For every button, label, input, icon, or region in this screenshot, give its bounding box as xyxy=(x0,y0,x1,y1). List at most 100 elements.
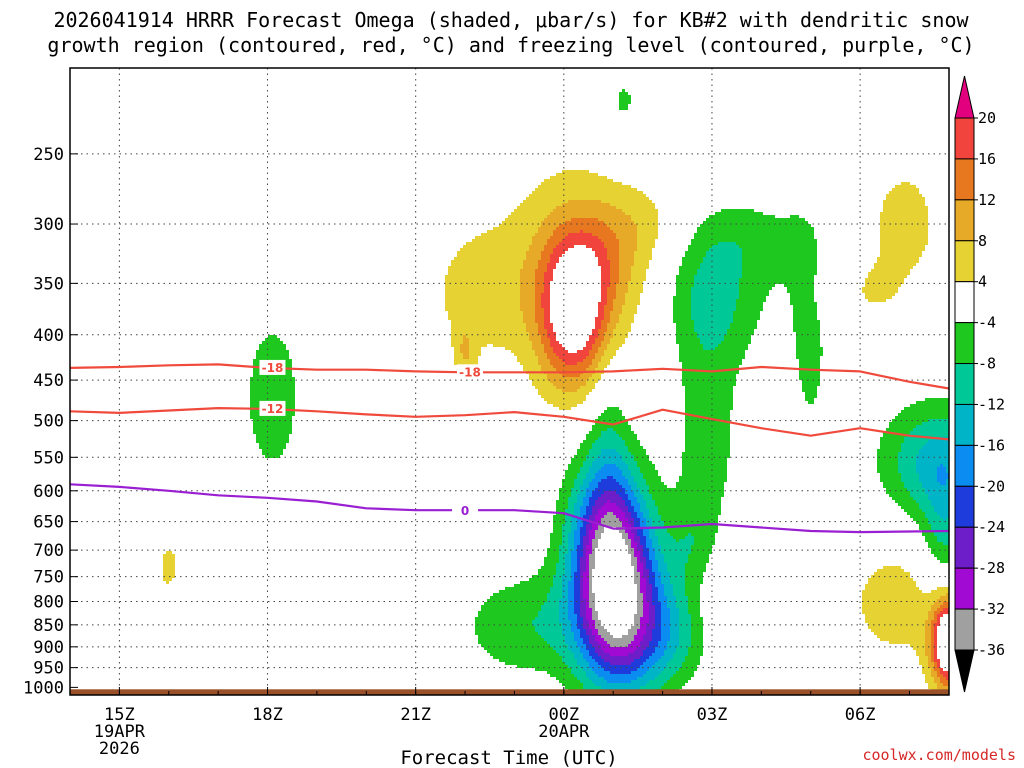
omega-cell xyxy=(598,311,604,314)
omega-cell xyxy=(586,545,592,548)
omega-cell xyxy=(565,641,577,644)
omega-cell xyxy=(940,515,949,518)
omega-cell xyxy=(253,425,292,428)
omega-cell xyxy=(679,629,691,632)
omega-cell xyxy=(601,344,607,347)
omega-cell xyxy=(592,551,595,554)
omega-cell xyxy=(598,257,607,260)
omega-cell xyxy=(643,611,649,614)
omega-cell xyxy=(637,230,658,233)
omega-cell xyxy=(925,638,931,641)
omega-cell xyxy=(676,290,691,293)
omega-cell xyxy=(592,512,598,515)
omega-cell xyxy=(601,272,610,275)
omega-cell xyxy=(583,620,589,623)
omega-cell xyxy=(625,299,640,302)
omega-cell xyxy=(607,254,619,257)
omega-cell xyxy=(643,650,655,653)
omega-cell xyxy=(607,680,631,683)
omega-cell xyxy=(640,467,655,470)
omega-cell xyxy=(451,326,526,329)
omega-cell xyxy=(685,437,730,440)
omega-cell xyxy=(163,560,175,563)
omega-cell xyxy=(694,236,814,239)
omega-cell xyxy=(928,497,949,500)
omega-cell xyxy=(556,563,565,566)
omega-cell xyxy=(556,569,565,572)
omega-cell xyxy=(934,554,949,557)
omega-cell xyxy=(601,269,610,272)
omega-cell xyxy=(934,614,937,617)
omega-cell xyxy=(640,560,646,563)
omega-cell xyxy=(541,395,586,398)
omega-cell xyxy=(646,593,652,596)
omega-cell xyxy=(796,356,820,359)
omega-cell xyxy=(652,653,664,656)
omega-cell xyxy=(877,458,898,461)
omega-cell xyxy=(595,533,601,536)
omega-cell xyxy=(559,548,568,551)
omega-cell xyxy=(601,479,616,482)
omega-cell xyxy=(265,338,280,341)
omega-cell xyxy=(742,266,817,269)
omega-cell xyxy=(646,482,664,485)
omega-cell xyxy=(925,635,931,638)
omega-cell xyxy=(550,254,562,257)
omega-cell xyxy=(676,341,700,344)
omega-cell xyxy=(592,611,598,614)
omega-cell xyxy=(610,203,655,206)
omega-cell xyxy=(943,542,949,545)
omega-cell xyxy=(583,683,595,686)
omega-cell xyxy=(577,518,583,521)
omega-cell xyxy=(679,356,745,359)
omega-cell xyxy=(637,548,643,551)
omega-cell xyxy=(685,413,730,416)
omega-cell xyxy=(577,524,583,527)
omega-cell xyxy=(562,482,574,485)
omega-cell xyxy=(571,623,577,626)
omega-cell xyxy=(598,437,622,440)
omega-cell xyxy=(673,317,691,320)
omega-cell xyxy=(520,362,538,365)
omega-cell xyxy=(475,626,535,629)
omega-cell xyxy=(556,500,568,503)
omega-cell xyxy=(613,335,628,338)
omega-cell xyxy=(592,542,598,545)
omega-cell xyxy=(586,509,592,512)
omega-cell xyxy=(937,539,949,542)
omega-cell xyxy=(571,671,586,674)
omega-cell xyxy=(541,182,622,185)
omega-cell xyxy=(565,362,577,365)
omega-cell xyxy=(694,542,715,545)
omega-cell xyxy=(256,353,289,356)
omega-cell xyxy=(883,434,907,437)
omega-cell xyxy=(547,269,553,272)
omega-cell xyxy=(568,617,577,620)
omega-cell xyxy=(880,227,928,230)
omega-cell xyxy=(604,659,634,662)
omega-cell xyxy=(676,599,688,602)
omega-cell xyxy=(562,533,568,536)
omega-cell xyxy=(454,350,460,353)
omega-cell xyxy=(556,572,565,575)
omega-cell xyxy=(616,464,628,467)
omega-cell xyxy=(553,248,568,251)
omega-cell xyxy=(928,611,934,614)
omega-cell xyxy=(574,482,583,485)
omega-cell xyxy=(625,293,640,296)
omega-cell xyxy=(532,239,547,242)
omega-cell xyxy=(646,536,649,539)
omega-cell xyxy=(589,587,592,590)
omega-cell xyxy=(580,443,592,446)
omega-cell xyxy=(880,443,901,446)
omega-cell xyxy=(676,338,700,341)
omega-cell xyxy=(631,515,637,518)
omega-cell xyxy=(580,569,586,572)
omega-cell xyxy=(628,644,640,647)
omega-cell xyxy=(655,503,721,506)
omega-cell xyxy=(670,608,679,611)
omega-cell xyxy=(577,617,583,620)
omega-cell xyxy=(619,92,628,95)
omega-cell xyxy=(664,587,673,590)
omega-cell xyxy=(694,323,730,326)
